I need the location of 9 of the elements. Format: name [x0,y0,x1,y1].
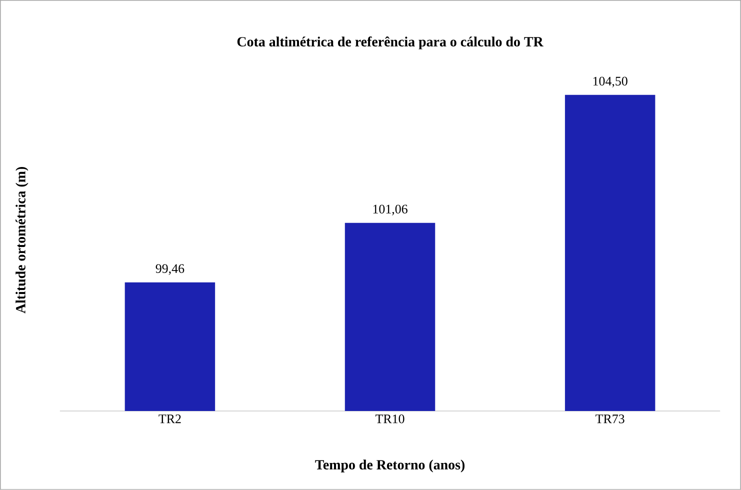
x-tick-label: TR73 [596,414,624,424]
data-label: 99,46 [156,264,184,275]
chart-title: Cota altimétrica de referência para o cálculo do TR [237,36,544,50]
data-label: 101,06 [373,204,408,216]
x-tick-label: TR10 [375,414,404,424]
data-label: 104,50 [593,76,628,88]
x-axis-title: Tempo de Retorno (anos) [315,460,465,472]
x-tick-label: TR2 [158,414,181,424]
y-axis-title: Altitude ortométrica (m) [16,166,28,314]
